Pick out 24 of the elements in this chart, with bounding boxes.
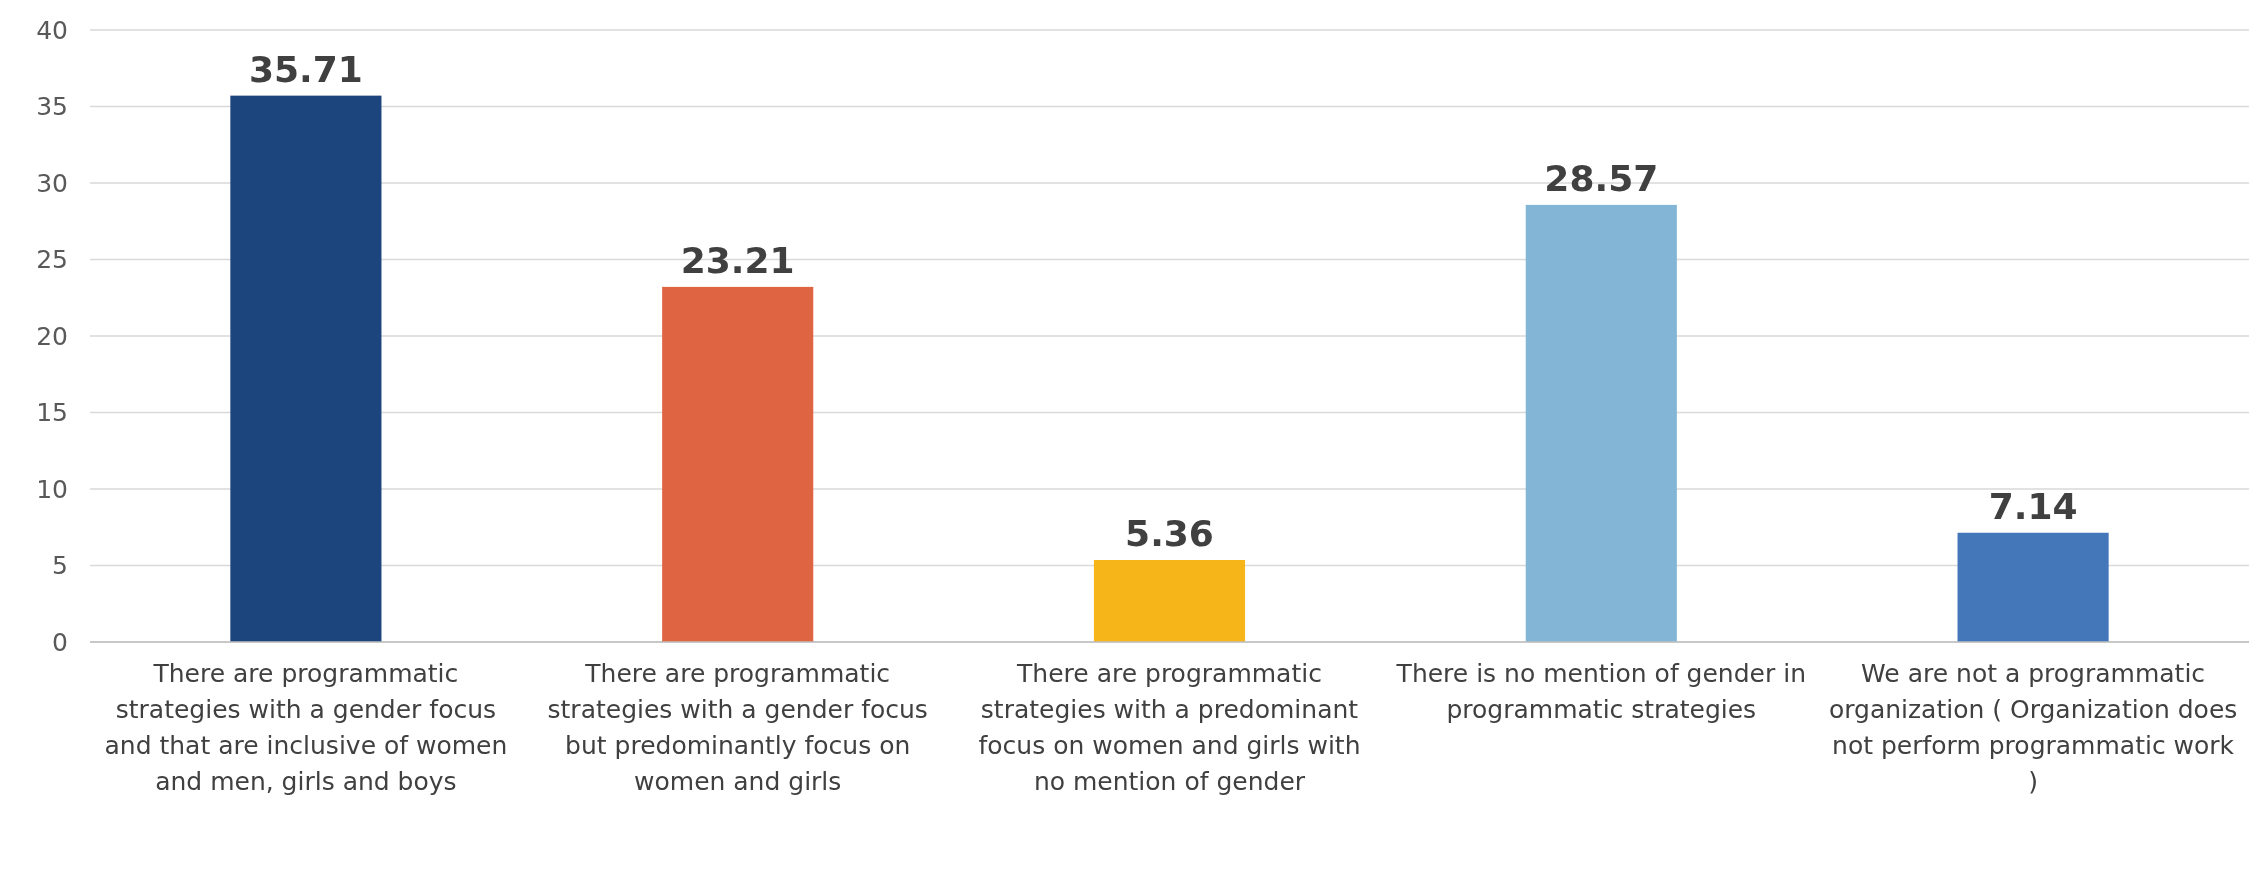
y-tick-label: 25 (36, 245, 68, 275)
data-label: 23.21 (680, 239, 795, 281)
data-label: 28.57 (1544, 157, 1659, 199)
y-tick-label: 0 (52, 627, 68, 657)
data-label: 35.71 (248, 48, 363, 90)
x-tick-label: There are programmatic strategies with a predominant focus on women and girls with no mention of gender (978, 659, 1361, 796)
data-label: 7.14 (1988, 485, 2078, 527)
y-tick-label: 35 (36, 92, 68, 122)
bar (1525, 204, 1677, 642)
y-tick-label: 20 (36, 321, 68, 351)
x-tick-label: We are not a programmatic organization ( Organization does not perform programmatic work ) (1828, 659, 2238, 796)
bar (1957, 532, 2109, 642)
y-tick-label: 10 (36, 474, 68, 504)
y-tick-label: 30 (36, 168, 68, 198)
bar (1093, 559, 1246, 642)
x-tick-label: There are programmatic strategies with a gender focus and that are inclusive of women and men, girls and boys (104, 659, 508, 796)
y-tick-label: 5 (52, 551, 68, 581)
bar (230, 95, 382, 642)
y-tick-label: 40 (36, 15, 68, 45)
data-label: 5.36 (1125, 512, 1214, 554)
y-tick-label: 15 (36, 398, 68, 428)
x-tick-label: There is no mention of gender in programmatic strategies (1395, 659, 1806, 724)
bar (662, 286, 814, 642)
x-tick-label: There are programmatic strategies with a gender focus but predominantly focus on women and girls (547, 659, 928, 796)
